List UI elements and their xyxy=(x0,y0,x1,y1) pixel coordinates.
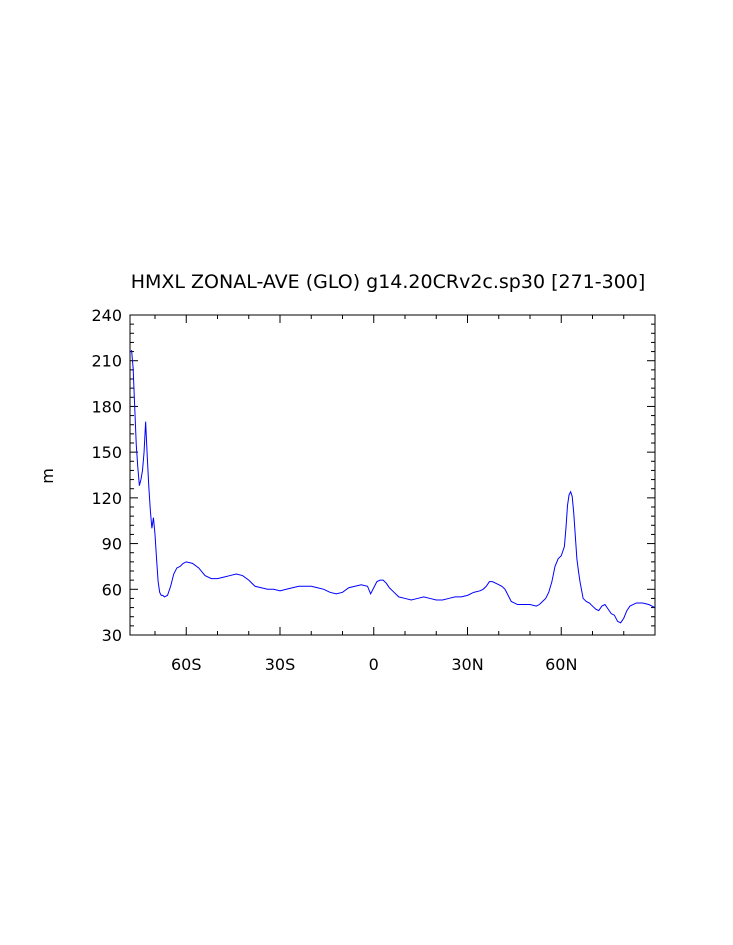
x-tick-label: 0 xyxy=(369,655,379,674)
x-tick-label: 60N xyxy=(545,655,577,674)
y-tick-label: 90 xyxy=(102,535,122,554)
tick-labels: 30 60 90 120 150 180 210 240 60S 30S 0 30N 60N xyxy=(91,306,577,674)
x-tick-label: 60S xyxy=(171,655,202,674)
y-tick-label: 150 xyxy=(91,443,122,462)
x-tick-label: 30S xyxy=(265,655,296,674)
chart-title: HMXL ZONAL-AVE (GLO) g14.20CRv2c.sp30 [2… xyxy=(131,271,646,293)
y-tick-label: 120 xyxy=(91,489,122,508)
x-tick-label: 30N xyxy=(451,655,483,674)
axis-ticks xyxy=(130,314,655,636)
y-tick-label: 210 xyxy=(91,352,122,371)
y-tick-label: 180 xyxy=(91,397,122,416)
y-tick-label: 60 xyxy=(102,580,122,599)
plot-area-frame xyxy=(129,314,656,636)
series-line-hmxl xyxy=(131,350,656,624)
y-tick-label: 240 xyxy=(91,306,122,325)
y-axis-label: m xyxy=(38,468,57,484)
y-tick-label: 30 xyxy=(102,626,122,645)
